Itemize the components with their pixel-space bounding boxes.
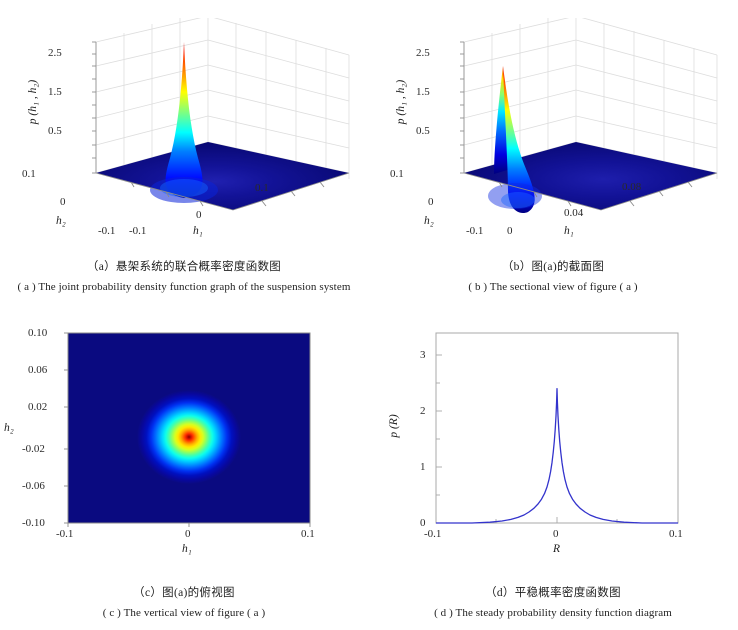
panel-c-ylabel: h₂ <box>4 422 14 434</box>
panel-a-plot <box>92 18 350 211</box>
panel-b-xtick-0: 0 <box>507 225 513 237</box>
panel-d-caption-cn: （d）平稳概率密度函数图 <box>485 587 621 599</box>
panel-a-ytick-0: 0.1 <box>22 168 36 180</box>
panel-c-ytick-2: 0.02 <box>28 401 48 413</box>
panel-a-xtick-2: 0.1 <box>255 182 269 194</box>
panel-a-z-axis <box>92 41 97 174</box>
panel-c-hotspot <box>137 390 241 484</box>
panel-d-caption-en: ( d ) The steady probability density fun… <box>434 607 672 619</box>
panel-c-xtick-1: 0 <box>185 528 191 540</box>
panel-a-ztick-1: 1.5 <box>48 86 62 98</box>
panel-c-xtick-2: 0.1 <box>301 528 315 540</box>
panel-a-ylabel: h₂ <box>56 215 66 227</box>
panel-a-zlabel: p (h₁ , h₂) <box>27 79 39 125</box>
panel-d-x-ticks <box>435 517 679 523</box>
panel-b-ylabel: h₂ <box>424 215 434 227</box>
panel-c-ytick-3: -0.02 <box>22 443 45 455</box>
panel-d-xlabel: R <box>553 543 561 555</box>
panel-d-axes-frame <box>435 332 679 524</box>
panel-b-ztick-2: 2.5 <box>416 47 430 59</box>
panel-a-base-ticks <box>130 181 325 207</box>
panel-d-ytick-0: 0 <box>420 517 426 529</box>
panel-b-z-axis <box>460 41 465 174</box>
panel-a-gridlines <box>95 18 350 179</box>
panel-b-ytick-1: 0 <box>428 196 434 208</box>
panel-d: 3 2 1 0 p (R) -0.1 0 0.1 R <box>368 325 738 555</box>
panel-a: 2.5 1.5 0.5 p (h₁ , h₂) 0.1 0 -0.1 h₂ -0… <box>0 18 370 253</box>
panel-d-xtick-0: -0.1 <box>424 528 442 540</box>
panel-a-ztick-2: 2.5 <box>48 47 62 59</box>
panel-b-ytick-0: 0.1 <box>390 168 404 180</box>
panel-a-caption-cn: （a）悬架系统的联合概率密度函数图 <box>86 261 282 273</box>
panel-a-xtick-0: -0.1 <box>129 225 147 237</box>
panel-a-xtick-1: 0 <box>196 209 202 221</box>
panel-b-caption-en: ( b ) The sectional view of figure ( a ) <box>468 281 638 293</box>
panel-b-plot <box>460 18 718 214</box>
panel-a-caption-en: ( a ) The joint probability density func… <box>17 281 351 293</box>
panel-d-ylabel: p (R) <box>388 414 400 438</box>
panel-c-caption-cn: （c）图(a)的俯视图 <box>133 587 235 599</box>
panel-b-xlabel: h₁ <box>564 225 574 237</box>
panel-d-pdf-curve <box>436 387 678 524</box>
panel-a-ztick-0: 0.5 <box>48 125 62 137</box>
panel-d-ytick-1: 1 <box>420 461 426 473</box>
panel-d-xtick-1: 0 <box>553 528 559 540</box>
panel-c-xlabel: h₁ <box>182 543 192 555</box>
panel-a-surface-base <box>96 142 349 210</box>
panel-c-plot <box>64 332 311 527</box>
panel-b-ytick-2: -0.1 <box>466 225 484 237</box>
panel-a-ytick-1: 0 <box>60 196 66 208</box>
panel-d-ytick-3: 3 <box>420 349 426 361</box>
panel-b-base-ticks <box>498 181 693 207</box>
panel-c: 0.10 0.06 0.02 -0.02 -0.06 -0.10 h₂ -0.1… <box>0 325 370 555</box>
panel-a-xlabel: h₁ <box>193 225 203 237</box>
panel-c-ytick-0: 0.10 <box>28 327 48 339</box>
panel-d-xtick-2: 0.1 <box>669 528 683 540</box>
panel-c-xtick-0: -0.1 <box>56 528 74 540</box>
panel-b-zlabel: p (h₁ , h₂) <box>395 79 407 125</box>
panel-c-ytick-1: 0.06 <box>28 364 48 376</box>
panel-b-ztick-1: 1.5 <box>416 86 430 98</box>
panel-b-caption-cn: （b）图(a)的截面图 <box>501 261 605 273</box>
panel-a-ytick-2: -0.1 <box>98 225 116 237</box>
panel-b: 2.5 1.5 0.5 p (h₁ , h₂) 0.1 0 -0.1 h₂ 0 … <box>368 18 738 253</box>
panel-a-peak <box>150 42 218 203</box>
panel-b-ztick-0: 0.5 <box>416 125 430 137</box>
panel-b-xtick-1: 0.04 <box>564 207 584 219</box>
panel-c-ytick-4: -0.06 <box>22 480 45 492</box>
panel-d-ytick-2: 2 <box>420 405 426 417</box>
panel-c-caption-en: ( c ) The vertical view of figure ( a ) <box>102 607 266 619</box>
panel-d-plot <box>435 332 679 524</box>
panel-d-y-ticks <box>436 354 442 524</box>
panel-b-xtick-2: 0.08 <box>622 181 642 193</box>
panel-c-ytick-5: -0.10 <box>22 517 45 529</box>
panel-b-peak <box>488 66 542 214</box>
panel-b-gridlines <box>463 18 718 179</box>
panel-c-x-ticks <box>67 523 311 527</box>
panel-c-y-ticks <box>64 332 68 524</box>
